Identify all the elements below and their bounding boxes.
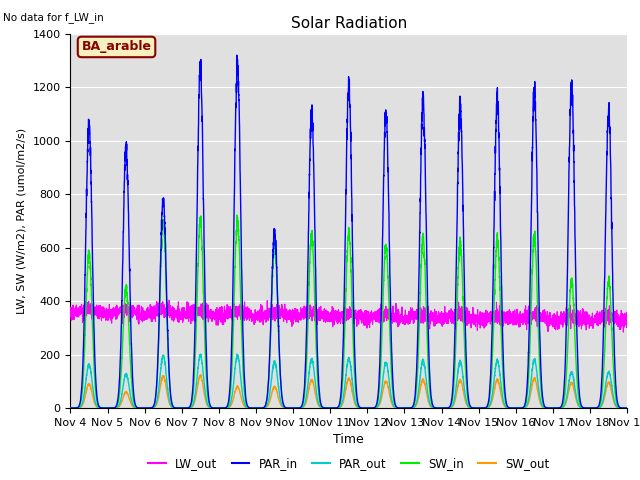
Legend: LW_out, PAR_in, PAR_out, SW_in, SW_out: LW_out, PAR_in, PAR_out, SW_in, SW_out — [143, 453, 554, 475]
Text: BA_arable: BA_arable — [81, 40, 152, 53]
Text: No data for f_LW_in: No data for f_LW_in — [3, 12, 104, 23]
X-axis label: Time: Time — [333, 433, 364, 446]
Title: Solar Radiation: Solar Radiation — [291, 16, 407, 31]
Y-axis label: LW, SW (W/m2), PAR (umol/m2/s): LW, SW (W/m2), PAR (umol/m2/s) — [17, 128, 27, 314]
